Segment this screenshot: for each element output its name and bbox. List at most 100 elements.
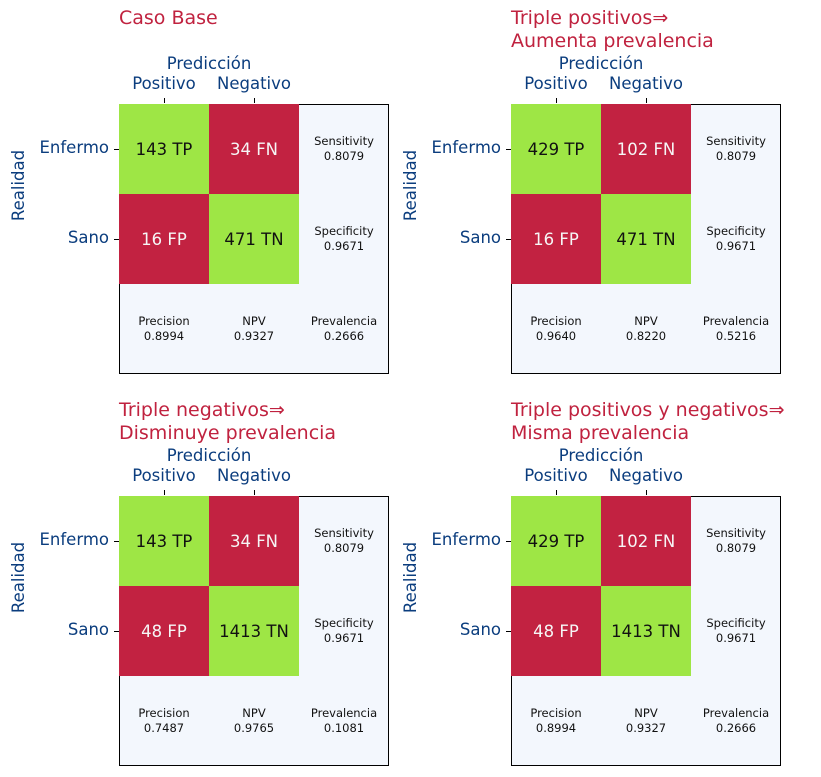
metric-specificity: Specificity 0.9671 [691, 586, 781, 676]
y-tick-mark [506, 541, 511, 542]
matrix-cell: 429 TP [511, 496, 601, 586]
metric-value: 0.1081 [323, 721, 365, 735]
column-header: Positivo [524, 466, 588, 485]
x-tick-mark [646, 98, 647, 103]
matrix-cell: 143 TP [119, 496, 209, 586]
y-tick-mark [506, 149, 511, 150]
metric-label: Prevalencia [702, 314, 770, 328]
y-axis-label: Realidad [399, 527, 423, 627]
metric-value: 0.9327 [625, 721, 667, 735]
metric-label: Precision [530, 314, 582, 328]
metric-label: Precision [138, 314, 190, 328]
metric-value: 0.8079 [323, 541, 365, 555]
metric-label: Precision [530, 706, 582, 720]
x-tick-mark [254, 98, 255, 103]
metric-precision: Precision 0.7487 [119, 676, 209, 766]
x-tick-mark [646, 490, 647, 495]
y-tick-mark [114, 239, 119, 240]
x-axis-label: Predicción [166, 54, 252, 73]
confusion-matrix: 143 TP 34 FN 48 FP 1413 TN Sensitivity 0.8079… [119, 496, 389, 766]
y-tick-mark [506, 239, 511, 240]
metric-label: Specificity [706, 224, 766, 238]
metric-npv: NPV 0.9765 [209, 676, 299, 766]
metric-label: NPV [634, 706, 658, 720]
metric-sensitivity: Sensitivity 0.8079 [299, 104, 389, 194]
row-header: Enfermo [39, 530, 109, 549]
y-axis-label-text: Realidad [401, 541, 421, 613]
metric-prevalencia: Prevalencia 0.2666 [299, 284, 389, 374]
chart-title: Triple negativos⇒ [119, 399, 285, 421]
x-axis-label: Predicción [558, 446, 644, 465]
metric-specificity: Specificity 0.9671 [299, 586, 389, 676]
x-tick-mark [164, 490, 165, 495]
confusion-matrix: 429 TP 102 FN 16 FP 471 TN Sensitivity 0.8079… [511, 104, 781, 374]
chart-panel: Caso Base Predicción Positivo Negativo Reali… [0, 0, 430, 385]
matrix-cell: 429 TP [511, 104, 601, 194]
chart-title: Caso Base [119, 7, 218, 29]
metric-value: 0.9671 [323, 239, 365, 253]
metric-precision: Precision 0.8994 [511, 676, 601, 766]
column-header: Positivo [524, 74, 588, 93]
y-tick-mark [506, 631, 511, 632]
metric-value: 0.9327 [233, 329, 275, 343]
metric-value: 0.8220 [625, 329, 667, 343]
metric-label: Sensitivity [706, 134, 766, 148]
metric-prevalencia: Prevalencia 0.2666 [691, 676, 781, 766]
metric-npv: NPV 0.9327 [209, 284, 299, 374]
matrix-cell: 34 FN [209, 496, 299, 586]
y-tick-mark [114, 149, 119, 150]
row-header: Sano [459, 228, 501, 247]
confusion-matrix: 143 TP 34 FN 16 FP 471 TN Sensitivity 0.8079 S… [119, 104, 389, 374]
metric-label: Prevalencia [310, 706, 378, 720]
chart-title: Triple positivos y negativos⇒ [511, 399, 785, 421]
metric-specificity: Specificity 0.9671 [299, 194, 389, 284]
metric-value: 0.9765 [233, 721, 275, 735]
column-header: Positivo [132, 74, 196, 93]
metric-label: Specificity [314, 224, 374, 238]
matrix-cell: 16 FP [119, 194, 209, 284]
matrix-cell: 1413 TN [209, 586, 299, 676]
confusion-matrix: 429 TP 102 FN 48 FP 1413 TN Sensitivity 0.807… [511, 496, 781, 766]
metric-value: 0.8994 [143, 329, 185, 343]
metric-value: 0.8994 [535, 721, 577, 735]
metric-label: Specificity [706, 616, 766, 630]
metric-sensitivity: Sensitivity 0.8079 [691, 496, 781, 586]
metric-label: NPV [242, 706, 266, 720]
row-header: Sano [67, 228, 109, 247]
x-tick-mark [556, 490, 557, 495]
column-header: Positivo [132, 466, 196, 485]
y-tick-mark [114, 631, 119, 632]
metric-precision: Precision 0.8994 [119, 284, 209, 374]
x-axis-label: Predicción [166, 446, 252, 465]
metric-npv: NPV 0.9327 [601, 676, 691, 766]
column-header: Negativo [609, 74, 683, 93]
x-tick-mark [556, 98, 557, 103]
metric-value: 0.9671 [715, 239, 757, 253]
metric-value: 0.5216 [715, 329, 757, 343]
matrix-cell: 34 FN [209, 104, 299, 194]
metric-label: Precision [138, 706, 190, 720]
x-tick-mark [254, 490, 255, 495]
y-tick-mark [114, 541, 119, 542]
y-axis-label: Realidad [7, 527, 31, 627]
y-axis-label-text: Realidad [401, 149, 421, 221]
y-axis-label: Realidad [7, 135, 31, 235]
matrix-cell: 102 FN [601, 104, 691, 194]
metric-precision: Precision 0.9640 [511, 284, 601, 374]
matrix-cell: 16 FP [511, 194, 601, 284]
row-header: Enfermo [431, 530, 501, 549]
y-axis-label: Realidad [399, 135, 423, 235]
chart-panel: Triple negativos⇒ Disminuye prevalencia Pr… [0, 392, 430, 777]
matrix-cell: 471 TN [601, 194, 691, 284]
chart-subtitle: Misma prevalencia [511, 422, 690, 444]
column-header: Negativo [217, 466, 291, 485]
x-axis-label: Predicción [558, 54, 644, 73]
matrix-cell: 48 FP [511, 586, 601, 676]
metric-sensitivity: Sensitivity 0.8079 [691, 104, 781, 194]
row-header: Sano [459, 620, 501, 639]
metric-label: Prevalencia [310, 314, 378, 328]
row-header: Sano [67, 620, 109, 639]
metric-prevalencia: Prevalencia 0.5216 [691, 284, 781, 374]
column-header: Negativo [609, 466, 683, 485]
chart-subtitle: Aumenta prevalencia [511, 30, 714, 52]
